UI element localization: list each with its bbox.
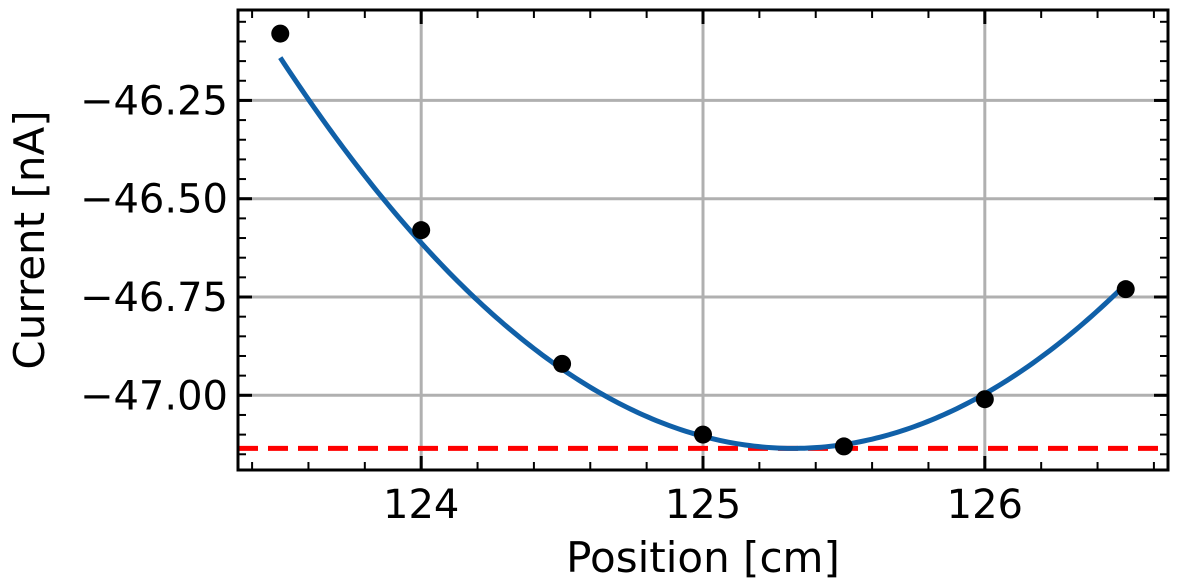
x-tick-label: 126 — [947, 482, 1023, 528]
data-point — [694, 425, 712, 444]
axis-ticks — [238, 10, 1168, 470]
data-points-layer — [271, 24, 1135, 456]
data-point — [975, 390, 994, 409]
y-axis-label: Current [nA] — [5, 110, 54, 369]
x-tick-label: 125 — [665, 482, 741, 528]
data-point — [1116, 280, 1135, 299]
y-tick-label: −46.50 — [80, 177, 228, 223]
data-point — [553, 354, 572, 373]
data-point — [412, 221, 431, 240]
x-tick-label: 124 — [383, 482, 459, 528]
data-point — [271, 24, 290, 43]
data-point — [834, 437, 853, 456]
x-axis-label: Position [cm] — [566, 533, 840, 582]
y-tick-labels: −46.25 −46.50 −46.75 −47.00 — [80, 78, 228, 419]
y-tick-label: −46.25 — [80, 78, 228, 124]
gridlines — [238, 10, 1168, 470]
y-tick-label: −46.75 — [80, 275, 228, 321]
x-tick-labels: 124 125 126 — [383, 482, 1023, 528]
y-tick-label: −47.00 — [80, 373, 228, 419]
